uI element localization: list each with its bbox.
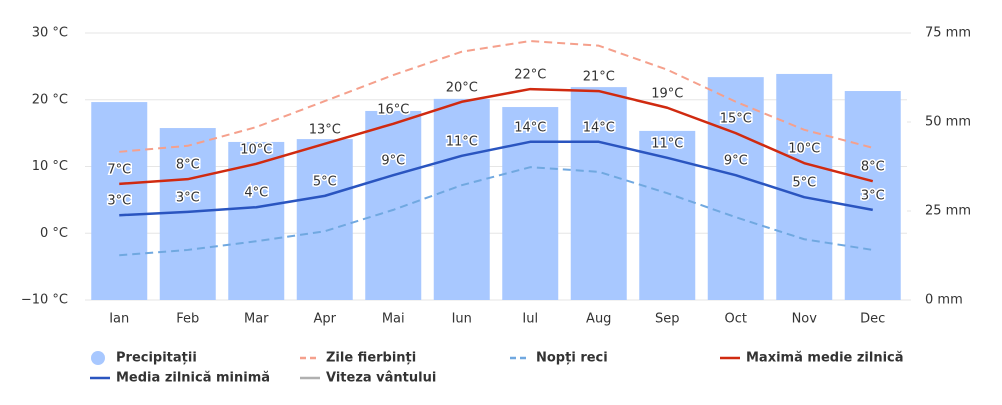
data-label: 20°C [446,80,478,95]
x-tick-label: Dec [860,312,885,327]
bar [433,98,490,300]
data-label: 9°C [381,154,405,169]
y-tick-label: 20 °C [32,92,68,107]
y-tick-label: 10 °C [32,159,68,174]
bar [844,91,901,300]
data-label: 13°C [309,122,341,137]
data-label: 21°C [583,70,615,85]
bar [776,73,833,300]
x-tick-label: Feb [176,312,199,327]
data-label: 8°C [176,158,200,173]
data-label: 11°C [651,136,683,151]
bar [91,102,148,301]
data-label: 3°C [861,188,885,203]
data-label: 3°C [176,190,200,205]
bar [570,87,627,300]
data-label: 11°C [446,134,478,149]
bar [228,141,285,300]
legend-label[interactable]: Nopți reci [536,351,608,366]
data-label: 15°C [720,112,752,127]
data-label: 7°C [107,162,131,177]
x-tick-label: Iul [522,312,538,327]
data-label: 22°C [514,68,546,83]
data-label: 10°C [788,142,820,157]
data-label: 10°C [240,142,272,157]
y-tick-label: −10 °C [21,293,68,308]
bar [502,107,559,300]
data-label: 14°C [514,120,546,135]
legend-label[interactable]: Maximă medie zilnică [746,351,904,366]
bar [365,110,422,301]
y2-tick-label: 75 mm [925,26,971,41]
x-tick-label: Aug [586,312,611,327]
x-tick-label: Apr [314,312,337,327]
legend-marker[interactable] [91,351,105,365]
y-tick-label: 30 °C [32,26,68,41]
bar [707,77,764,300]
line [119,40,874,153]
x-tick-label: Oct [725,312,747,327]
y2-tick-label: 25 mm [925,204,971,219]
legend-label[interactable]: Viteza vântului [326,371,436,386]
data-label: 9°C [724,154,748,169]
bar [296,139,353,300]
data-label: 14°C [583,120,615,135]
bar [639,130,696,300]
line [119,87,874,186]
y2-tick-label: 50 mm [925,115,971,130]
data-label: 3°C [107,194,131,209]
x-tick-label: Mar [244,312,269,327]
x-tick-label: Sep [655,312,680,327]
legend-label[interactable]: Media zilnică minimă [116,371,270,386]
legend-label[interactable]: Zile fierbinți [326,351,416,366]
y2-tick-label: 0 mm [925,293,963,308]
data-label: 16°C [377,102,409,117]
x-tick-label: Mai [382,312,405,327]
y-tick-label: 0 °C [40,226,68,241]
legend-label[interactable]: Precipitații [116,351,197,366]
x-tick-label: Nov [792,312,818,327]
data-label: 5°C [313,174,337,189]
data-label: 5°C [792,176,816,191]
line [119,140,873,217]
x-tick-label: Ian [109,312,129,327]
data-label: 4°C [244,186,268,201]
data-label: 19°C [651,86,683,101]
x-tick-label: Iun [452,312,472,327]
data-label: 8°C [861,160,885,175]
